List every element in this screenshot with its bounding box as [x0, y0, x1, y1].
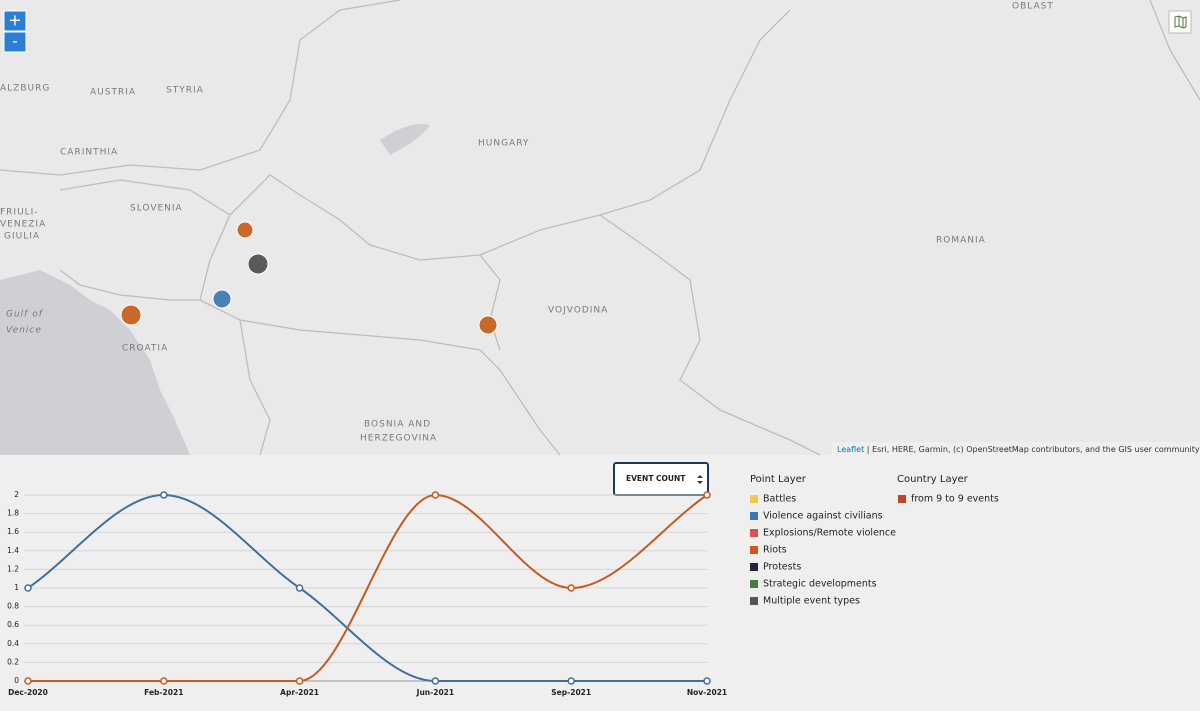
legend-item: from 9 to 9 events — [911, 494, 999, 505]
y-tick-label: 0 — [14, 676, 19, 685]
layers-icon — [1174, 15, 1187, 29]
map-label: VOJVODINA — [548, 306, 608, 316]
legend-item: Multiple event types — [763, 596, 860, 607]
map-background — [0, 0, 1200, 455]
map-label: HUNGARY — [478, 139, 529, 149]
y-tick-label: 1.6 — [7, 527, 19, 536]
map-label: FRIULI- — [0, 208, 39, 218]
data-point — [431, 491, 440, 499]
map-label: Venice — [6, 326, 42, 336]
map-label: STYRIA — [166, 86, 204, 96]
map-label: Gulf of — [6, 310, 44, 320]
event-marker[interactable] — [236, 221, 254, 239]
legend-swatch — [750, 546, 758, 554]
legend-swatch — [750, 597, 758, 605]
y-tick-label: 0.6 — [7, 620, 19, 629]
event-marker[interactable] — [212, 289, 232, 309]
legend-item: Strategic developments — [763, 579, 877, 590]
layers-button[interactable] — [1168, 10, 1192, 34]
data-point — [431, 677, 440, 685]
zoom-out[interactable]: - — [3, 31, 27, 53]
sea — [0, 270, 190, 455]
legend-swatch — [898, 495, 906, 503]
map-label: ROMANIA — [936, 236, 986, 246]
map-label: BOSNIA AND — [364, 420, 431, 430]
chart: 0 0.2 0.4 0.6 0.8 1 1.2 1.4 1.6 1.8 2 Dec-2020 Feb-2… — [7, 490, 727, 697]
legend-item: Explosions/Remote violence — [763, 528, 896, 539]
attribution: Leaflet | Esri, HERE, Garmin, (c) OpenSt… — [837, 445, 1200, 454]
x-tick-label: Jun-2021 — [416, 688, 454, 697]
selector[interactable]: EVENT COUNT — [613, 462, 709, 496]
attribution-background — [832, 442, 1200, 455]
data-point — [703, 677, 711, 685]
y-tick-label: 1.2 — [7, 564, 19, 573]
map-label: GIULIA — [4, 232, 40, 242]
zoom-out-button[interactable] — [3, 31, 27, 53]
event-marker[interactable] — [120, 304, 142, 326]
selector-arrows — [697, 475, 703, 484]
data-point — [160, 677, 168, 685]
legend-swatch — [750, 529, 758, 537]
x-tick-label: Sep-2021 — [551, 688, 591, 697]
legend-title: Point Layer — [750, 474, 807, 485]
borders — [0, 0, 1200, 456]
y-tick-label: 0.8 — [7, 602, 19, 611]
attribution-link[interactable]: Leaflet — [837, 445, 864, 454]
layers-control[interactable] — [1168, 10, 1192, 34]
map-label: ALZBURG — [0, 84, 50, 94]
legend-item: Battles — [763, 494, 796, 505]
event-markers — [120, 221, 498, 335]
lake — [380, 124, 430, 155]
x-tick-label: Feb-2021 — [144, 688, 183, 697]
y-tick-label: 2 — [14, 490, 19, 499]
x-tick-label: Nov-2021 — [687, 688, 727, 697]
series-line — [27, 493, 707, 683]
map-label: CROATIA — [122, 344, 168, 354]
data-point — [567, 584, 575, 592]
legend-title: Country Layer — [897, 474, 969, 485]
legend-swatch — [750, 495, 758, 503]
y-tick-label: 1 — [14, 583, 19, 592]
map-label: SLOVENIA — [130, 204, 183, 214]
selector-label: EVENT COUNT — [626, 474, 686, 483]
data-point — [295, 677, 304, 685]
legend-swatch — [750, 580, 758, 588]
legend-item: Protests — [763, 562, 801, 573]
zoom-out-label: - — [12, 32, 18, 51]
zoom-in-label: + — [8, 11, 21, 30]
legend-item: Violence against civilians — [763, 511, 883, 522]
map-label: OBLAST — [1012, 2, 1054, 12]
map-label: HERZEGOVINA — [360, 434, 437, 444]
data-point — [160, 491, 168, 499]
legend-item: Riots — [763, 545, 787, 556]
data-point — [567, 677, 575, 685]
event-marker[interactable] — [247, 253, 269, 275]
map[interactable]: ALZBURG AUSTRIA STYRIA CARINTHIA SLOVENI… — [0, 0, 1200, 456]
data-point — [703, 491, 711, 499]
y-tick-label: 0.2 — [7, 657, 19, 666]
map-label: CARINTHIA — [60, 148, 118, 158]
x-tick-label: Apr-2021 — [280, 688, 319, 697]
map-label: VENEZIA — [0, 220, 46, 230]
data-point — [24, 677, 32, 685]
y-tick-label: 1.8 — [7, 509, 19, 518]
event-marker[interactable] — [478, 315, 498, 335]
x-tick-label: Dec-2020 — [8, 688, 48, 697]
legend-swatch — [750, 512, 758, 520]
legend: Point Layer Battles Violence against civil… — [750, 474, 999, 607]
data-point — [24, 584, 32, 592]
zoom-in-button[interactable] — [3, 10, 27, 32]
map-label: AUSTRIA — [90, 88, 136, 98]
y-tick-label: 0.4 — [7, 639, 19, 648]
legend-swatch — [750, 563, 758, 571]
y-tick-label: 1.4 — [7, 546, 19, 555]
zoom-in[interactable]: + — [3, 10, 27, 32]
data-point — [295, 584, 304, 592]
attribution-text: | Esri, HERE, Garmin, (c) OpenStreetMap … — [867, 445, 1200, 454]
